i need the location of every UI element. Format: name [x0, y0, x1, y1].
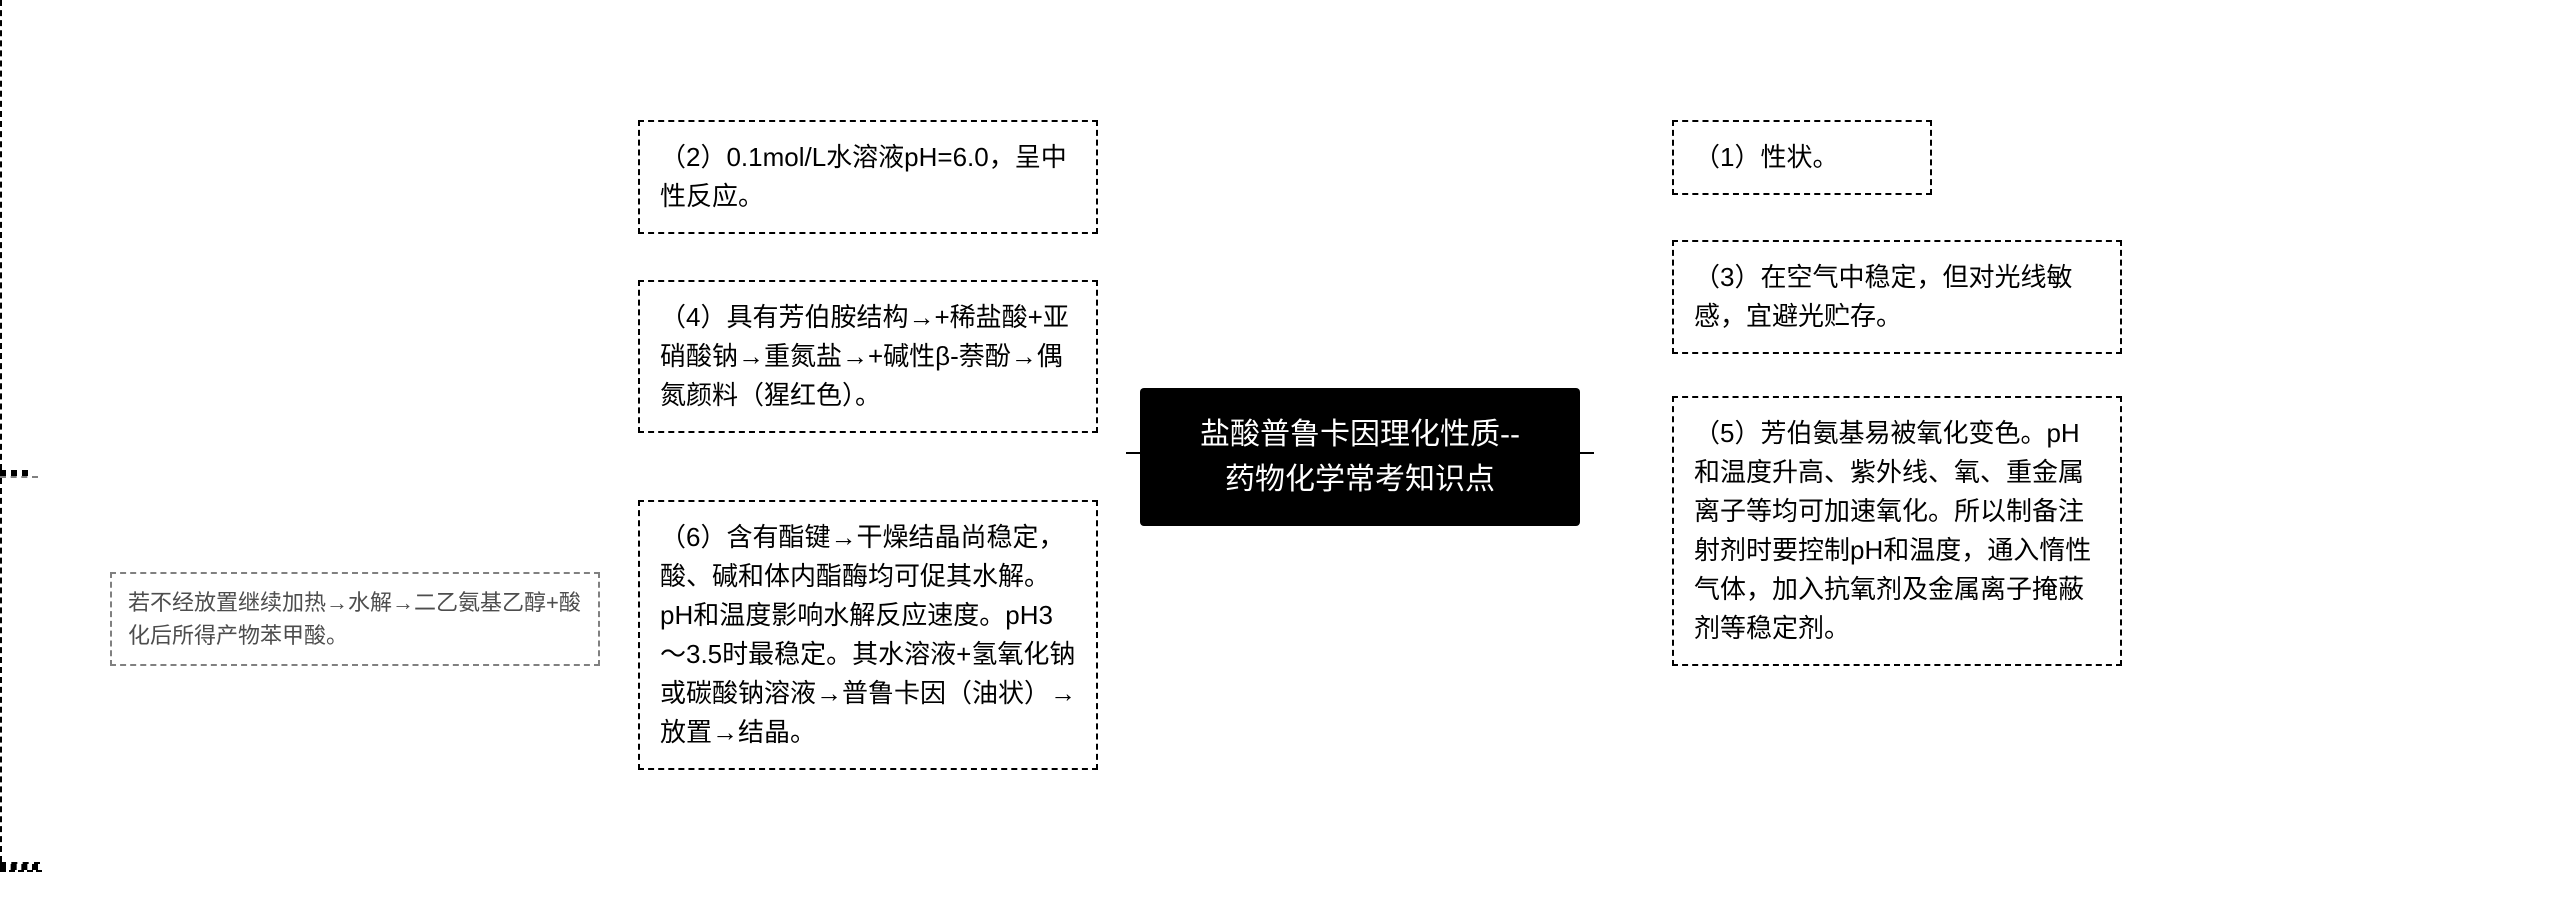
- right-trunk: [0, 478, 2, 862]
- sub-connector: [0, 476, 38, 478]
- left-node-4-text: （4）具有芳伯胺结构→+稀盐酸+亚硝酸钠→重氮盐→+碱性β-萘酚→偶氮颜料（猩红…: [660, 302, 1069, 410]
- left-subnode-6: 若不经放置继续加热→水解→二乙氨基乙醇+酸化后所得产物苯甲酸。: [110, 572, 600, 666]
- left-node-6: （6）含有酯键→干燥结晶尚稳定，酸、碱和体内酯酶均可促其水解。pH和温度影响水解…: [638, 500, 1098, 770]
- left-center-link: [0, 870, 42, 872]
- center-left-stub: [1126, 452, 1140, 454]
- right-node-5-text: （5）芳伯氨基易被氧化变色。pH和温度升高、紫外线、氧、重金属离子等均可加速氧化…: [1694, 418, 2091, 643]
- left-node-6-text: （6）含有酯键→干燥结晶尚稳定，酸、碱和体内酯酶均可促其水解。pH和温度影响水解…: [660, 522, 1076, 747]
- center-title-line1: 盐酸普鲁卡因理化性质--: [1200, 418, 1520, 451]
- center-title-line2: 药物化学常考知识点: [1225, 463, 1495, 496]
- right-node-3: （3）在空气中稳定，但对光线敏感，宜避光贮存。: [1672, 240, 2122, 354]
- center-node: 盐酸普鲁卡因理化性质-- 药物化学常考知识点: [1140, 388, 1580, 526]
- left-subnode-6-text: 若不经放置继续加热→水解→二乙氨基乙醇+酸化后所得产物苯甲酸。: [128, 590, 581, 648]
- right-node-3-text: （3）在空气中稳定，但对光线敏感，宜避光贮存。: [1694, 262, 2072, 331]
- right-node-1-text: （1）性状。: [1694, 142, 1838, 172]
- left-node-2: （2）0.1mol/L水溶液pH=6.0，呈中性反应。: [638, 120, 1098, 234]
- right-node-1: （1）性状。: [1672, 120, 1932, 195]
- left-node-2-text: （2）0.1mol/L水溶液pH=6.0，呈中性反应。: [660, 142, 1067, 211]
- left-trunk: [0, 0, 2, 470]
- right-node-5: （5）芳伯氨基易被氧化变色。pH和温度升高、紫外线、氧、重金属离子等均可加速氧化…: [1672, 396, 2122, 666]
- left-node-4: （4）具有芳伯胺结构→+稀盐酸+亚硝酸钠→重氮盐→+碱性β-萘酚→偶氮颜料（猩红…: [638, 280, 1098, 433]
- center-right-stub: [1580, 452, 1594, 454]
